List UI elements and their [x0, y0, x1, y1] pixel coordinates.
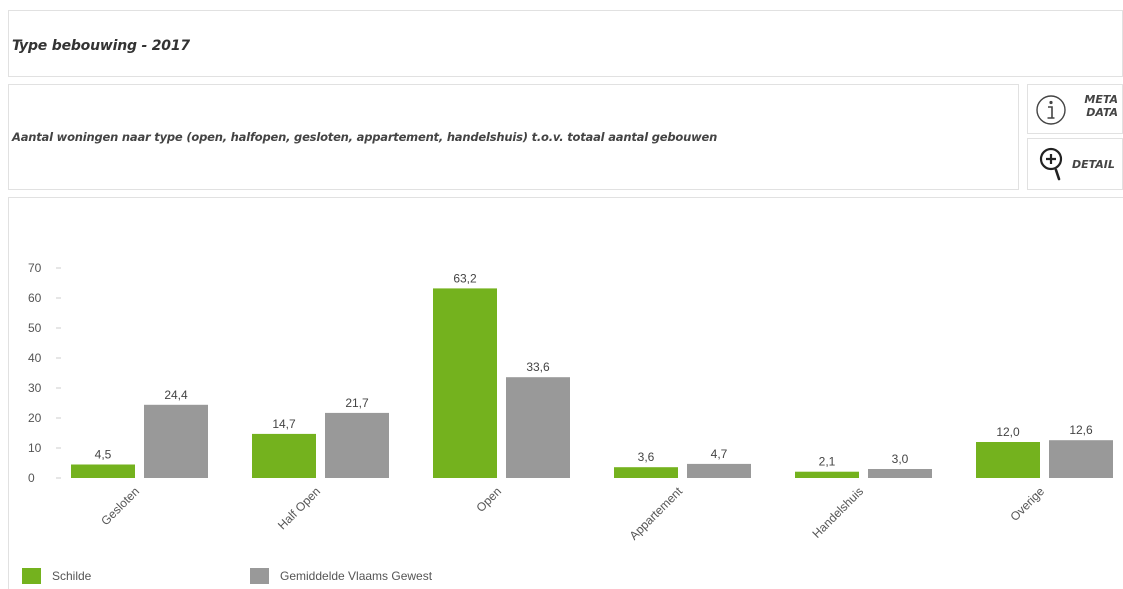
bar-schilde: [795, 471, 859, 478]
x-tick-label: Open: [473, 484, 504, 515]
data-label: 3,6: [638, 450, 655, 464]
data-label: 4,5: [95, 448, 112, 462]
legend-label-vlaams-gewest: Gemiddelde Vlaams Gewest: [280, 569, 433, 583]
bar-vlaams-gewest: [325, 412, 389, 478]
bar-vlaams-gewest: [144, 404, 208, 478]
info-icon: [1036, 95, 1066, 125]
x-tick-label: Half Open: [275, 484, 323, 532]
bar-vlaams-gewest: [506, 377, 570, 478]
detail-button[interactable]: DETAIL: [1027, 138, 1123, 190]
y-tick-label: 70: [28, 261, 42, 275]
bar-schilde: [252, 433, 316, 478]
metadata-label-line2: DATA: [1086, 106, 1118, 119]
zoom-in-icon: [1039, 147, 1063, 181]
metadata-label: META DATA: [1076, 93, 1118, 119]
legend-swatch-vlaams-gewest: [250, 568, 269, 584]
metadata-label-line1: META: [1084, 93, 1118, 106]
y-tick-label: 20: [28, 411, 42, 425]
data-label: 63,2: [453, 271, 477, 285]
bar-schilde: [433, 288, 497, 478]
y-tick-label: 0: [28, 471, 35, 485]
chart-description: Aantal woningen naar type (open, halfope…: [12, 130, 718, 144]
bar-vlaams-gewest: [868, 469, 932, 478]
data-label: 4,7: [711, 447, 728, 461]
y-tick-label: 10: [28, 441, 42, 455]
bar-chart: 0 10 20 30 40 50 60 70 4,5 24,4 Gesloten 14,7 21,7 Ha…: [28, 261, 1113, 543]
data-label: 14,7: [272, 417, 296, 431]
x-tick-label: Handelshuis: [810, 484, 867, 541]
data-label: 33,6: [526, 360, 550, 374]
data-label: 24,4: [164, 388, 188, 402]
data-label: 2,1: [819, 455, 836, 469]
bar-schilde: [976, 442, 1040, 478]
x-tick-label: Overige: [1008, 484, 1048, 524]
y-tick-label: 30: [28, 381, 42, 395]
legend-swatch-schilde: [22, 568, 41, 584]
title-panel: Type bebouwing - 2017: [8, 10, 1123, 77]
legend-label-schilde: Schilde: [52, 569, 92, 583]
bar-vlaams-gewest: [687, 463, 751, 478]
bar-vlaams-gewest: [1049, 440, 1113, 478]
metadata-button[interactable]: META DATA: [1027, 84, 1123, 134]
bar-schilde: [614, 467, 678, 478]
data-label: 12,0: [996, 425, 1020, 439]
y-tick-label: 40: [28, 351, 42, 365]
bar-schilde: [71, 464, 135, 478]
page-title: Type bebouwing - 2017: [12, 38, 190, 54]
data-label: 12,6: [1069, 423, 1093, 437]
x-tick-label: Appartement: [627, 484, 686, 543]
data-label: 21,7: [345, 396, 369, 410]
y-tick-label: 50: [28, 321, 42, 335]
y-tick-label: 60: [28, 291, 42, 305]
data-label: 3,0: [892, 452, 909, 466]
x-tick-label: Gesloten: [98, 484, 142, 528]
detail-label: DETAIL: [1072, 158, 1115, 171]
subtitle-panel: Aantal woningen naar type (open, halfope…: [8, 84, 1019, 190]
